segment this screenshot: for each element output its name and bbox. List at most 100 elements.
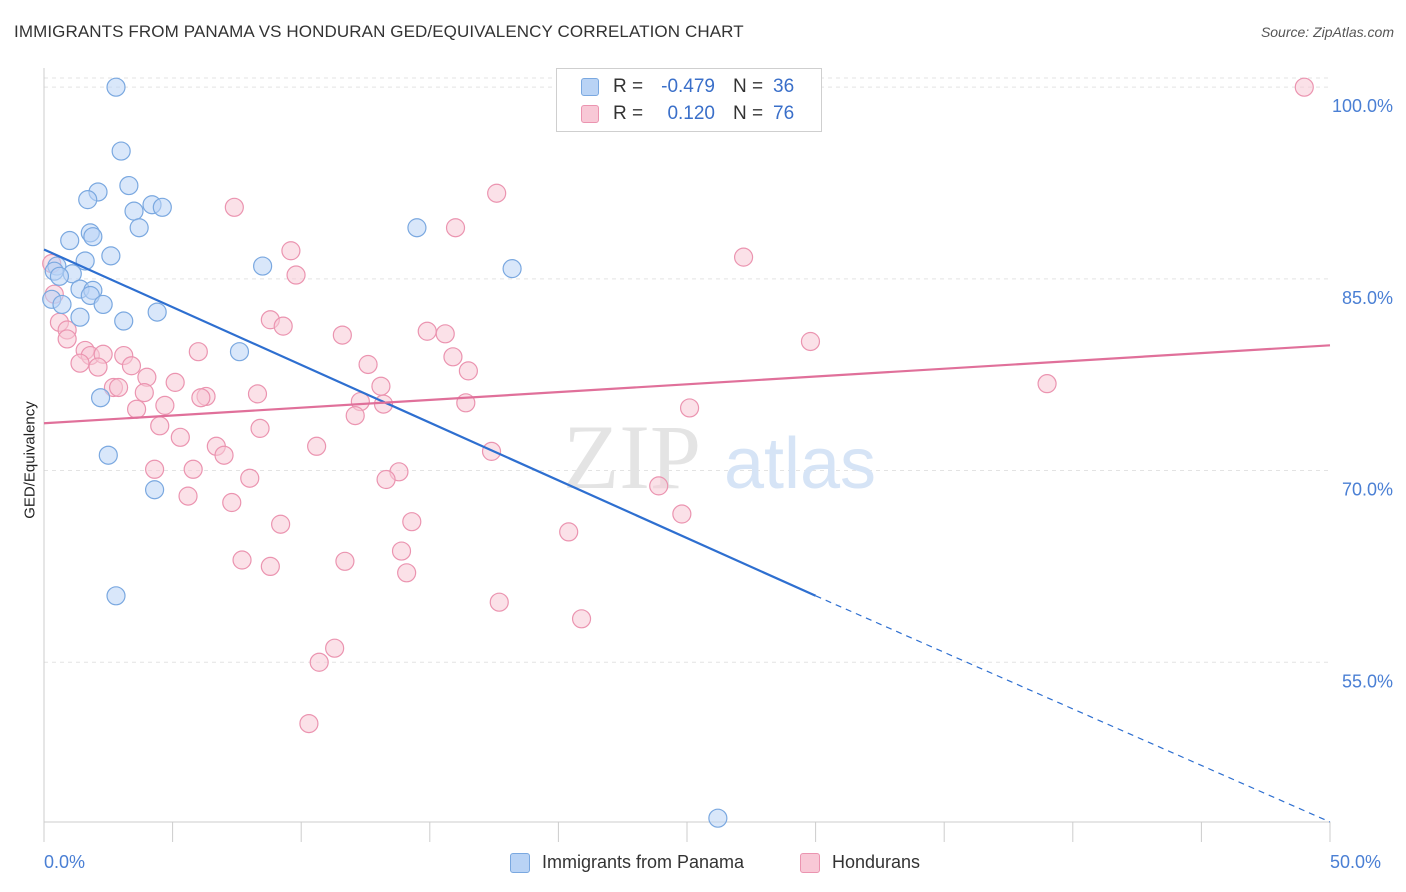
panama-point: [83, 227, 103, 247]
panama-point: [708, 808, 728, 828]
series-legend-label-hondurans: Hondurans: [832, 852, 921, 872]
honduran-point: [1037, 374, 1057, 394]
panama-trend-extension: [815, 595, 1331, 823]
x-tick-label-min: 0.0%: [44, 852, 86, 872]
legend-swatch-hondurans: [581, 105, 599, 123]
legend-r-value: -0.479: [661, 76, 715, 97]
y-tick-label: 85.0%: [1342, 288, 1393, 308]
honduran-point: [121, 356, 142, 376]
panama-point: [70, 307, 90, 327]
honduran-point: [144, 459, 165, 479]
honduran-point: [108, 377, 129, 398]
honduran-point: [309, 652, 329, 672]
panama-point: [147, 302, 167, 322]
source-label: Source: ZipAtlas.com: [1260, 24, 1394, 40]
legend-r-label: R =: [613, 76, 644, 97]
honduran-point: [250, 418, 270, 438]
honduran-point: [649, 476, 669, 496]
honduran-point: [88, 357, 108, 377]
y-tick-labels: 100.0% 85.0% 70.0% 55.0%: [1332, 96, 1393, 691]
panama-point: [124, 201, 144, 221]
honduran-point: [397, 563, 417, 583]
honduran-point: [165, 372, 185, 392]
honduran-point: [325, 638, 345, 658]
honduran-point: [281, 241, 301, 261]
honduran-point: [170, 427, 190, 447]
honduran-point: [134, 383, 154, 403]
honduran-point: [178, 486, 198, 506]
correlation-legend: R = -0.479 N = 36 R = 0.120 N = 76: [556, 68, 822, 132]
honduran-point: [733, 247, 754, 267]
honduran-point: [188, 342, 208, 362]
honduran-point: [286, 265, 306, 285]
honduran-point: [271, 514, 291, 534]
panama-point: [129, 218, 149, 238]
legend-n-label: N =: [733, 76, 764, 97]
y-tick-label: 70.0%: [1342, 480, 1393, 500]
honduran-point: [1294, 77, 1314, 97]
honduran-point: [679, 398, 700, 418]
panama-point: [502, 259, 522, 279]
data-points: [42, 77, 1314, 828]
watermark: ZIP atlas: [563, 406, 876, 508]
panama-point: [114, 311, 134, 331]
panama-point: [106, 586, 126, 606]
panama-point: [144, 480, 165, 500]
panama-point: [90, 388, 111, 408]
x-tick-label-max: 50.0%: [1330, 852, 1382, 872]
series-legend-label-panama: Immigrants from Panama: [542, 852, 745, 872]
honduran-point: [391, 541, 412, 561]
series-legend: Immigrants from Panama Hondurans: [0, 852, 1406, 878]
honduran-point: [222, 492, 242, 513]
y-tick-label: 100.0%: [1332, 96, 1393, 116]
panama-point: [52, 294, 72, 315]
honduran-point: [299, 713, 319, 734]
panama-point: [78, 190, 98, 210]
watermark-zip: ZIP: [563, 406, 701, 508]
honduran-point: [458, 361, 478, 381]
series-legend-swatch-panama: [510, 852, 530, 873]
panama-point: [101, 246, 121, 266]
honduran-trend-line: [43, 344, 1331, 425]
panama-point: [49, 266, 70, 286]
legend-row-hondurans: R = 0.120 N = 76: [581, 102, 794, 126]
honduran-point: [332, 325, 352, 345]
honduran-point: [358, 354, 378, 375]
honduran-point: [155, 395, 175, 415]
series-legend-panama: Immigrants from Panama: [510, 852, 744, 873]
panama-point: [407, 218, 427, 238]
honduran-point: [260, 556, 280, 577]
y-tick-label: 55.0%: [1342, 671, 1393, 691]
legend-row-panama: R = -0.479 N = 36: [581, 75, 794, 99]
honduran-point: [371, 376, 391, 396]
panama-point: [111, 141, 131, 161]
panama-point: [93, 294, 113, 315]
honduran-point: [335, 551, 355, 571]
honduran-point: [57, 329, 77, 349]
grid-lines: [44, 77, 1330, 663]
honduran-point: [345, 406, 365, 426]
chart-title: IMMIGRANTS FROM PANAMA VS HONDURAN GED/E…: [14, 22, 744, 41]
honduran-point: [417, 321, 437, 341]
legend-r-label: R =: [613, 103, 644, 124]
legend-swatch-panama: [581, 78, 599, 96]
honduran-point: [307, 436, 327, 456]
legend-r-value: 0.120: [667, 103, 715, 124]
axes: [43, 68, 1331, 842]
honduran-point: [232, 550, 252, 570]
honduran-point: [247, 384, 268, 404]
honduran-point: [489, 592, 509, 612]
watermark-atlas: atlas: [724, 424, 876, 504]
panama-point: [119, 175, 139, 196]
honduran-point: [273, 316, 293, 336]
legend-n-label: N =: [733, 103, 764, 124]
panama-point: [106, 77, 126, 97]
honduran-point: [559, 522, 579, 542]
honduran-point: [183, 459, 203, 479]
honduran-point: [487, 183, 507, 203]
honduran-point: [443, 347, 463, 367]
honduran-point: [672, 504, 692, 524]
honduran-point: [126, 399, 147, 419]
legend-n-value: 76: [773, 103, 795, 124]
